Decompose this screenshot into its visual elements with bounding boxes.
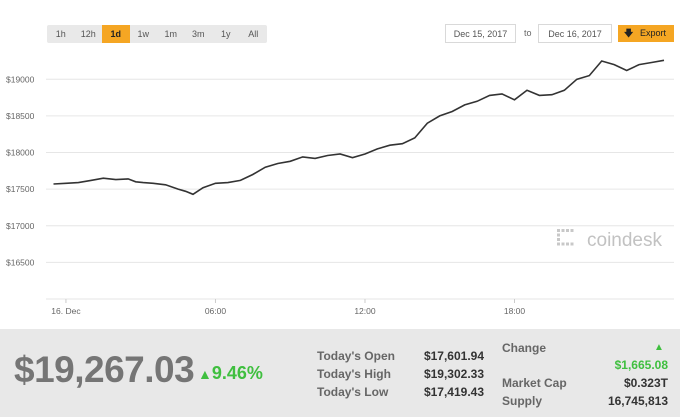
todays-low-value: $17,419.43 [423,385,484,399]
range-button-all[interactable]: All [248,29,259,39]
range-button-1w[interactable]: 1w [137,29,149,39]
range-button-1y[interactable]: 1y [220,29,231,39]
range-button-1m[interactable]: 1m [164,29,177,39]
market-cap-value: $0.323T [623,376,668,390]
current-price: $19,267.03 [14,349,195,390]
y-tick-label: $18500 [6,111,35,121]
price-series-line [53,59,665,196]
price-line-chart: $16500 $17000 $17500 $18000 $18500 $19000 16.… [6,59,674,316]
todays-high-label: Today's High [317,367,391,381]
x-tick-label: 06:00 [205,306,227,316]
download-arrow-icon: 🡇 [624,28,634,38]
y-tick-label: $19000 [6,74,35,84]
todays-open-value: $17,601.94 [423,349,484,363]
time-range-selector: 1h 12h 1d 1w 1m 3m 1y All [47,25,267,43]
range-button-1h[interactable]: 1h [55,29,66,39]
range-button-12h[interactable]: 12h [80,29,96,39]
y-tick-label: $18000 [6,148,35,158]
coindesk-watermark: coindesk [557,229,662,251]
price-summary-panel: $19,267.03 ▲9.46% Today's Open $17,601.9… [0,329,680,417]
todays-low-label: Today's Low [317,385,389,399]
range-button-1d[interactable]: 1d [102,25,130,43]
todays-open-label: Today's Open [317,349,395,363]
coindesk-watermark-text: coindesk [587,230,662,251]
x-tick-label: 12:00 [354,306,376,316]
change-up-arrow-icon: ▲ [654,342,664,353]
price-change-percent: ▲9.46% [198,363,263,384]
todays-high-value: $19,302.33 [423,367,484,381]
supply-value: 16,745,813 [607,394,668,408]
end-date-input[interactable]: Dec 16, 2017 [538,24,612,43]
x-tick-label: 16. Dec [51,306,81,316]
change-value: $1,665.08 [614,358,668,372]
range-button-3m[interactable]: 3m [191,29,205,39]
y-tick-label: $16500 [6,257,35,267]
change-label: Change [502,341,547,355]
start-date-input[interactable]: Dec 15, 2017 [445,24,516,43]
export-button[interactable]: 🡇 Export [618,25,674,42]
export-button-label: Export [640,28,667,38]
date-range-to-label: to [524,28,532,38]
chart-toolbar: 1h 12h 1d 1w 1m 3m 1y All Dec 15, 2017 to Dec 1… [0,0,680,50]
change-percent-value: 9.46% [211,363,263,383]
x-tick-label: 18:00 [504,306,526,316]
y-tick-label: $17500 [6,184,35,194]
y-tick-label: $17000 [6,221,35,231]
coindesk-logo-icon [557,229,574,246]
supply-label: Supply [502,394,543,408]
market-cap-label: Market Cap [502,376,567,390]
up-arrow-icon: ▲ [198,366,212,382]
